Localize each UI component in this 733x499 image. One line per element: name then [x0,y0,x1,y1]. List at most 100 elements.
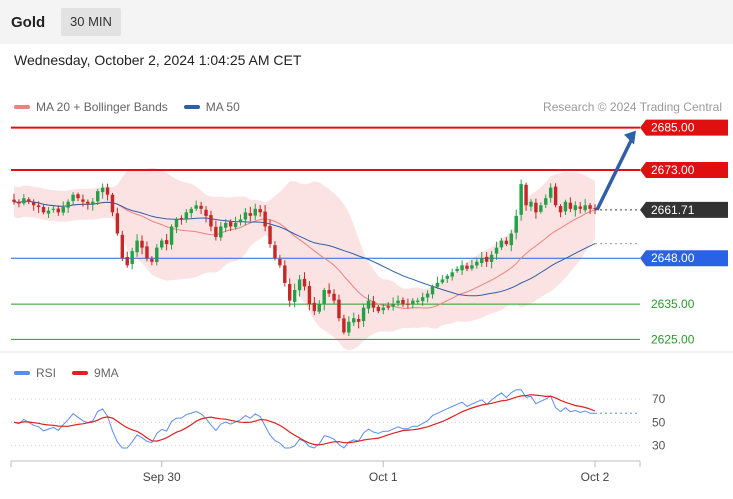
candle-38 [199,201,203,215]
ma9-swatch-icon [72,371,89,375]
candle-12 [71,192,75,206]
candle-body [337,299,341,319]
candle-68 [347,316,351,337]
candle-body [376,306,381,312]
candle-35 [184,209,189,223]
candle-body [480,258,484,263]
candle-body [386,306,390,308]
candle-30 [159,238,164,251]
x-tick-label-0: Sep 30 [143,470,181,484]
candle-body [95,191,100,202]
candle-95 [480,251,484,267]
candle-83 [420,292,425,306]
main-legend: MA 20 + Bollinger Bands MA 50 [14,100,256,114]
rsi-line [13,389,595,449]
candle-33 [174,217,179,234]
candle-67 [342,314,346,335]
candle-57 [292,283,297,308]
legend-rsi-label: RSI [36,366,57,380]
candle-body [553,186,558,206]
candle-body [17,201,21,204]
candle-93 [470,259,474,271]
candle-2 [22,194,26,206]
candle-body [356,318,361,322]
candle-body [524,184,528,206]
level-label-0-bg [640,119,728,136]
candle-44 [228,219,233,232]
candle-11 [66,199,70,214]
candle-13 [76,192,80,202]
candle-body [529,201,533,207]
level-label-1-bg [640,162,728,178]
candle-15 [86,199,90,210]
legend-rsi: RSI [14,366,56,380]
candle-71 [361,303,366,327]
candle-body [233,222,238,228]
x-tick-label-2: Oct 2 [581,470,610,484]
candle-27 [145,241,149,262]
candle-body [219,226,223,238]
candle-0 [12,193,16,205]
candle-39 [204,206,208,223]
candle-body [475,261,479,266]
ma50-swatch-icon [183,105,200,109]
candle-body [248,213,253,216]
candle-66 [337,294,341,322]
candle-body [27,199,31,202]
candle-99 [499,237,504,250]
candle-body [583,205,587,211]
candle-body [484,256,489,262]
legend-ma20-label: MA 20 + Bollinger Bands [36,100,168,114]
candle-body [445,275,450,279]
candle-72 [366,294,371,314]
candle-body [509,233,514,246]
candle-body [396,300,400,304]
candle-body [548,187,553,198]
candle-body [465,265,469,269]
candle-94 [475,258,479,269]
candle-body [228,221,233,227]
candle-5 [36,201,41,214]
candle-51 [263,205,267,232]
level-label-1: 2673.00 [640,162,728,178]
candle-1 [17,199,21,208]
candle-34 [179,215,184,225]
candle-9 [56,205,61,216]
candle-18 [100,183,105,199]
candle-body [105,187,110,195]
candle-body [440,279,445,283]
candle-body [327,290,331,294]
candle-body [489,254,494,262]
candle-body [135,240,139,253]
candle-81 [411,297,415,309]
candle-19 [105,183,110,201]
timeframe-badge[interactable]: 30 MIN [61,8,121,36]
candle-body [61,207,65,213]
candle-body [420,297,425,302]
candle-body [268,226,272,245]
candle-body [416,300,420,302]
candle-17 [95,188,100,205]
candle-108 [544,194,548,209]
current-price-label-bg [640,201,728,218]
candle-body [425,293,430,298]
candle-96 [484,252,489,267]
candle-body [401,299,405,305]
candle-65 [332,289,336,304]
candle-body [302,278,307,287]
candle-body [322,290,326,305]
candle-body [120,234,125,259]
candle-62 [317,300,321,314]
candle-74 [376,304,381,314]
candle-7 [46,207,51,218]
candle-3 [27,197,31,205]
candle-body [46,210,51,214]
header-bar [0,0,733,44]
candle-body [519,184,523,215]
candle-body [41,207,46,213]
candle-body [56,208,61,213]
x-tick-label-1: Oct 1 [369,470,398,484]
candle-118 [593,204,597,215]
candle-body [169,226,174,245]
